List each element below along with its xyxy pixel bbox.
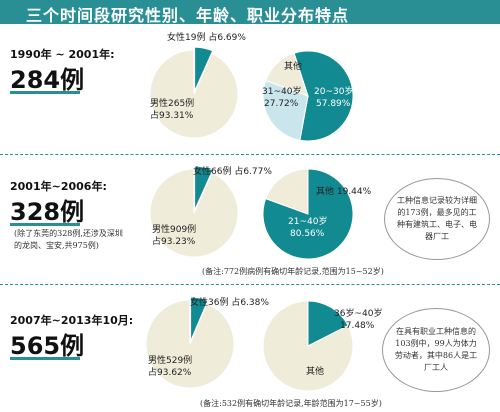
age-record-note: (备注:772例病例有确切年龄记录,范围为15~52岁) [202, 267, 384, 276]
count-underline [10, 91, 80, 94]
pie-charts-2 [149, 165, 354, 260]
pie-slice-男性 [149, 49, 239, 139]
period-range: 1990年 ~ 2001年: [10, 48, 115, 61]
male-label-pct: 占93.62% [148, 368, 192, 378]
occupation-info-bubble: 工种信息记录较为详细的173例，最多见的工种有建筑工、电子、电器厂工 [384, 178, 490, 260]
pie-slice-其他 [262, 300, 354, 392]
age-pie-2007-2013 [262, 300, 354, 392]
age-20-30-label: 20~30岁 [314, 87, 354, 97]
age-31-40-pct: 27.72% [264, 99, 299, 109]
male-label-count: 男性909例 [152, 225, 197, 235]
period-section-3: 2007年~2013年10月: 565例 女性36例 占6.38% 男性529例… [0, 286, 500, 412]
pie-slice-31~40岁 [262, 79, 309, 141]
count-underline [10, 223, 80, 226]
gender-pie-2007-2013 [145, 296, 235, 389]
gender-pie-2001-2006 [149, 165, 239, 258]
side-note: (除了东莞的328例,还涉及深圳的龙岗、宝安,共975例) [14, 229, 123, 250]
age-31-40-label: 31~40岁 [262, 87, 302, 97]
age-record-note: (备注:532例有确切年龄记录,年龄范围为17~55岁) [200, 399, 382, 408]
age-36-40-label: 36岁~40岁 [334, 309, 383, 319]
female-label: 女性19例 占6.69% [167, 33, 246, 43]
age-other-label: 其他 19.44% [316, 187, 372, 197]
pie-slice-其他 [265, 52, 309, 97]
age-pie-2001-2006 [262, 168, 354, 260]
period-section-1: 1990年 ~ 2001年: 284例 女性19例 占6.69% 男性265例 … [0, 24, 500, 156]
pie-slice-21~40岁 [262, 168, 354, 260]
pie-slice-其他 [265, 168, 309, 215]
pie-slice-20~30岁 [293, 50, 354, 142]
gender-pie-1990-2001 [149, 46, 239, 139]
section-divider [0, 284, 500, 285]
pie-charts-3 [145, 296, 354, 392]
occupation-info-text: 在具有职业工种信息的103例中，99人为体力劳动者，其中86人是工厂工人 [394, 327, 478, 372]
title-bar: 三个时间段研究性别、年龄、职业分布特点 [0, 0, 500, 25]
period-section-2: 2001年~2006年: 328例 (除了东莞的328例,还涉及深圳的龙岗、宝安… [0, 156, 500, 286]
age-36-40-pct: 17.48% [340, 321, 375, 331]
male-label-pct: 占93.23% [152, 237, 196, 247]
age-21-40-label: 21~40岁 [288, 217, 328, 227]
age-other-label: 其他 [306, 367, 325, 377]
male-label-pct: 占93.31% [150, 111, 194, 121]
pie-slice-女性 [190, 296, 209, 342]
pie-slice-女性 [194, 46, 214, 92]
female-label: 女性66例 占6.77% [193, 167, 272, 177]
pie-slice-男性 [145, 299, 235, 389]
age-pie-1990-2001 [262, 50, 354, 142]
age-20-30-pct: 57.89% [316, 99, 351, 109]
case-count: 565例 [10, 332, 85, 360]
female-label: 女性36例 占6.38% [190, 298, 269, 308]
page-title: 三个时间段研究性别、年龄、职业分布特点 [26, 6, 350, 25]
period-range: 2007年~2013年10月: [10, 314, 134, 327]
case-count: 328例 [10, 198, 85, 226]
pie-slice-36岁~40岁 [307, 300, 349, 347]
period-range: 2001年~2006年: [10, 180, 107, 193]
pie-slice-男性 [149, 168, 239, 258]
occupation-info-text: 工种信息记录较为详细的173例，最多见的工种有建筑工、电子、电器厂工 [396, 196, 477, 241]
age-other-label: 其他 [284, 62, 303, 72]
occupation-info-bubble: 在具有职业工种信息的103例中，99人为体力劳动者，其中86人是工厂工人 [382, 308, 490, 392]
pie-charts-1 [149, 46, 354, 142]
section-divider [0, 154, 500, 155]
male-label-count: 男性265例 [150, 99, 195, 109]
male-label-count: 男性529例 [148, 356, 193, 366]
age-21-40-pct: 80.56% [290, 229, 325, 239]
pie-slice-女性 [194, 165, 214, 211]
case-count: 284例 [10, 66, 85, 94]
count-underline [10, 357, 80, 360]
